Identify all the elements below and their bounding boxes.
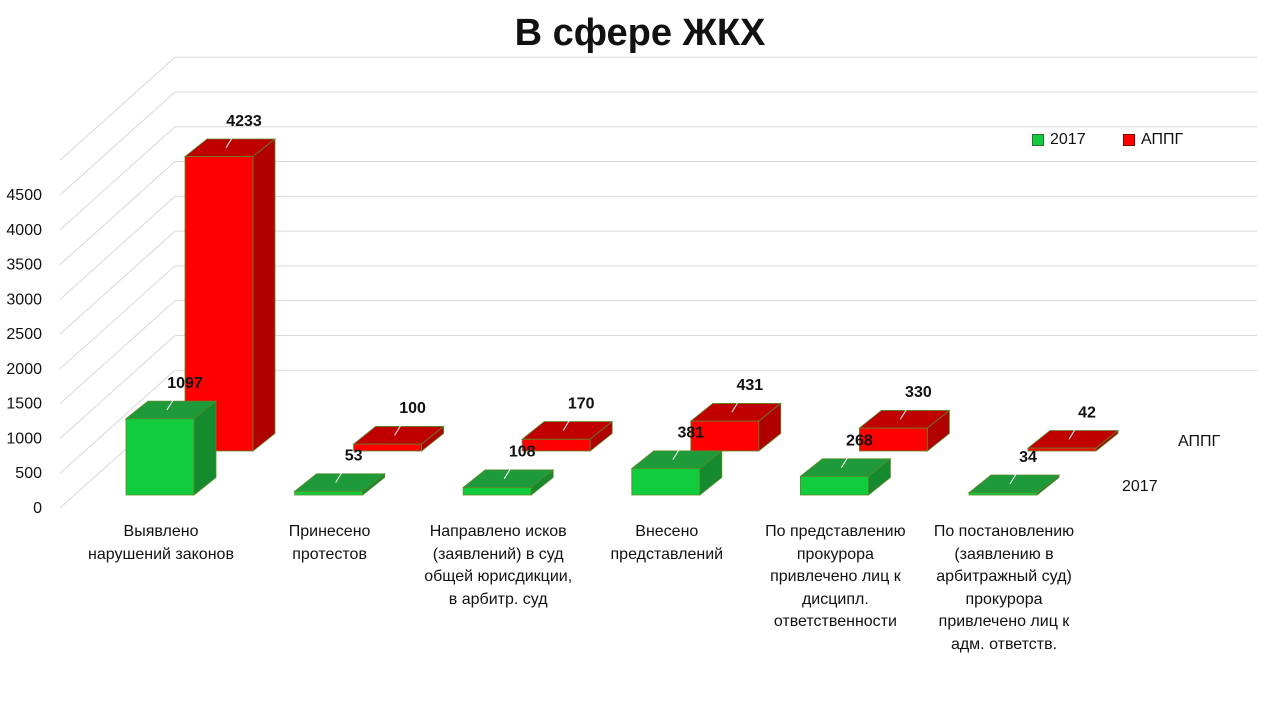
category-label: Внесено представлений: [610, 523, 724, 563]
data-label-leader: [335, 466, 347, 483]
legend-label-2017: 2017: [1050, 131, 1086, 148]
bar-appg-side: [927, 409, 950, 452]
bar-2017-front: [125, 418, 195, 496]
data-label-leader: [1009, 467, 1021, 485]
grid-line-wall: [59, 126, 176, 231]
bar-2017-side: [193, 400, 217, 496]
data-label-2017: 1097: [167, 375, 203, 392]
y-tick-label: 4500: [6, 187, 42, 204]
legend-swatch-2017: [1032, 134, 1044, 146]
bar-appg-front: [353, 443, 423, 452]
depth-axis-label-appg: АППГ: [1178, 433, 1221, 450]
grid-line-wall: [59, 335, 176, 439]
data-label-leader: [899, 402, 911, 420]
data-label-2017: 53: [345, 448, 363, 465]
y-tick-label: 2500: [6, 326, 42, 343]
bar-2017-side: [868, 457, 891, 496]
bar-2017-front: [631, 468, 701, 496]
data-label-appg: 42: [1078, 404, 1096, 421]
data-label-leader: [840, 451, 852, 468]
category-label: Направлено исков (заявлений) в суд общей…: [424, 523, 573, 608]
data-label-appg: 330: [905, 384, 932, 401]
grid-line-wall: [59, 300, 176, 405]
category-label: По постановлению (заявлению в арбитражны…: [933, 523, 1075, 653]
bars-layer: [124, 138, 1120, 496]
bar-2017-side: [699, 450, 723, 496]
data-label-appg: 431: [736, 377, 763, 394]
bar-appg-side: [589, 420, 613, 452]
bar-appg-side: [1095, 429, 1119, 452]
data-label-2017: 381: [677, 425, 704, 442]
y-tick-label: 4000: [6, 222, 42, 239]
bar-2017-side: [530, 469, 554, 496]
bar-2017-side: [1036, 474, 1060, 496]
bar-2017-front: [294, 490, 364, 496]
chart-title: В сфере ЖКХ: [514, 12, 766, 54]
data-label-leader: [503, 462, 515, 479]
grid-line-wall: [59, 230, 176, 335]
y-tick-label: 3000: [6, 291, 42, 308]
y-tick-label: 0: [33, 500, 42, 517]
data-label-appg: 170: [568, 395, 595, 412]
data-label-leader: [562, 414, 574, 431]
data-label-leader: [166, 393, 178, 411]
y-tick-labels-layer: 0 500 1000 1500 2000 2500 3000 3500 4000 4500: [6, 187, 42, 517]
data-labels-layer: 4233 100 170 431 330 42 1097 53 108 381 268 34: [166, 113, 1096, 485]
y-tick-label: 1000: [6, 430, 42, 447]
y-tick-label: 500: [15, 465, 42, 482]
bar-appg-side: [421, 425, 445, 452]
data-label-2017: 34: [1019, 449, 1037, 466]
bar-appg-side: [252, 138, 276, 452]
grid-line-wall: [59, 195, 176, 300]
bar-appg-front: [1027, 447, 1097, 452]
grid-line-wall: [59, 56, 176, 161]
bar-2017-front: [462, 487, 532, 496]
category-label: Выявлено нарушений законов: [88, 523, 234, 563]
depth-axis-label-2017: 2017: [1122, 478, 1158, 495]
data-label-leader: [225, 131, 237, 149]
category-label: По представлению прокурора привлечено ли…: [765, 523, 906, 630]
data-label-leader: [731, 395, 743, 413]
bar-2017-side: [362, 472, 386, 496]
data-label-leader: [672, 443, 684, 460]
legend-label-appg: АППГ: [1141, 131, 1184, 148]
y-tick-label: 2000: [6, 361, 42, 378]
grid-line-wall: [59, 91, 176, 196]
grid-layer: [59, 56, 1257, 509]
legend-swatch-appg: [1123, 134, 1135, 146]
grid-line-wall: [59, 265, 176, 370]
bar-2017-front: [800, 475, 869, 496]
data-label-leader: [1068, 423, 1080, 440]
category-label: Принесено протестов: [288, 523, 371, 563]
grid-line-wall: [59, 369, 176, 474]
y-tick-label: 1500: [6, 396, 42, 413]
bar-appg-side: [758, 402, 782, 452]
data-label-2017: 268: [846, 433, 873, 450]
legend-item-2017: 2017: [1032, 131, 1086, 149]
data-label-appg: 100: [399, 400, 426, 417]
data-label-appg: 4233: [226, 113, 262, 130]
legend-item-appg: АППГ: [1123, 131, 1183, 149]
y-tick-label: 3500: [6, 257, 42, 274]
data-label-2017: 108: [509, 444, 536, 461]
grid-line-wall: [59, 161, 176, 265]
data-label-leader: [394, 418, 406, 436]
